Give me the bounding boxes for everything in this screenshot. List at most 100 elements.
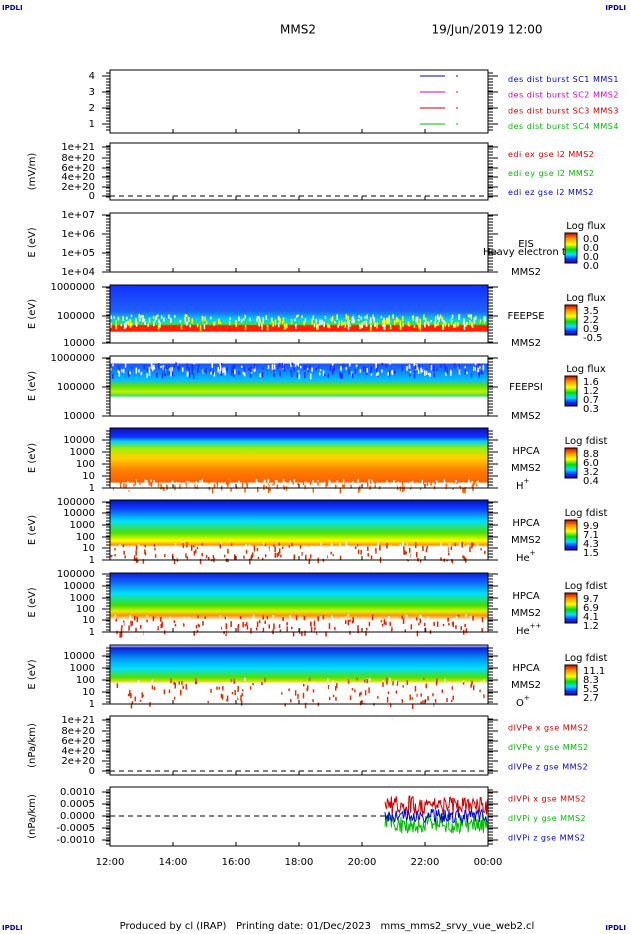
speckle — [436, 621, 439, 627]
speckle — [267, 547, 270, 554]
speckle — [306, 687, 308, 692]
speckle — [146, 615, 148, 620]
speckle — [170, 371, 172, 377]
speckle — [464, 366, 467, 369]
speckle — [352, 692, 355, 697]
speckle — [334, 484, 337, 489]
speckle — [343, 484, 345, 488]
speckle — [345, 314, 348, 320]
speckle — [130, 703, 133, 709]
speckle — [357, 628, 359, 634]
speckle — [226, 367, 228, 372]
speckle — [168, 314, 170, 319]
colorbar-tick-label: 1.2 — [583, 621, 599, 632]
y-tick-label: 0.0005 — [60, 799, 95, 810]
speckle — [214, 622, 217, 625]
colorbar-tick-label: 1.2 — [583, 386, 599, 397]
speckle — [273, 688, 275, 693]
speckle — [211, 362, 214, 368]
speckle — [289, 615, 291, 618]
speckle — [188, 371, 191, 378]
speckle — [123, 550, 125, 555]
speckle — [173, 682, 175, 685]
colorbar-title: Log flux — [566, 293, 606, 304]
speckle — [306, 696, 308, 702]
speckle — [294, 318, 296, 322]
speckle — [440, 557, 442, 561]
speckle — [401, 557, 404, 560]
speckle — [241, 482, 244, 488]
speckle — [162, 365, 165, 370]
speckle — [316, 549, 318, 555]
speckle — [351, 317, 354, 324]
speckle — [356, 677, 358, 681]
speckle — [142, 559, 145, 564]
speckle — [293, 479, 296, 483]
speckle — [173, 558, 176, 565]
speckle — [347, 324, 350, 330]
speckle — [169, 367, 171, 372]
speckle — [295, 324, 297, 329]
speckle — [447, 323, 450, 327]
speckle — [468, 620, 471, 627]
speckle — [313, 681, 316, 687]
speckle — [408, 324, 411, 327]
speckle — [402, 618, 405, 624]
speckle — [173, 696, 176, 700]
speckle — [377, 696, 379, 699]
speckle — [133, 620, 135, 627]
speckle — [430, 481, 432, 486]
colorbar-title: Log flux — [566, 221, 606, 232]
speckle — [157, 314, 159, 317]
instrument-label: FEEPSE — [507, 311, 544, 322]
speckle — [207, 700, 209, 704]
speckle — [160, 483, 162, 490]
speckle — [260, 485, 262, 489]
speckle — [442, 323, 444, 330]
speckle — [447, 698, 450, 705]
y-tick-label: 100 — [76, 532, 95, 543]
speckle — [427, 616, 429, 620]
colorbar-tick-label: 0.0 — [583, 243, 599, 254]
speckle — [429, 624, 432, 629]
speckle — [185, 683, 187, 690]
speckle — [257, 482, 259, 489]
speckle — [406, 366, 408, 371]
speckle — [359, 324, 362, 329]
speckle — [417, 316, 419, 321]
speckle — [334, 683, 336, 686]
speckle — [291, 626, 293, 630]
speckle — [433, 621, 435, 627]
speckle — [417, 694, 419, 700]
speckle — [419, 617, 421, 624]
speckle — [403, 698, 406, 702]
speckle — [148, 482, 151, 486]
speckle — [349, 619, 351, 622]
speckle — [369, 678, 371, 681]
speckle — [232, 364, 235, 369]
speckle — [251, 616, 253, 620]
speckle — [169, 371, 171, 376]
speckle — [460, 626, 462, 632]
speckle — [452, 487, 454, 490]
speckle — [119, 479, 121, 484]
speckle — [296, 555, 299, 558]
y-axis-label: (nPa/km) — [27, 723, 38, 768]
speckle — [422, 702, 424, 708]
speckle — [244, 559, 247, 563]
speckle — [392, 681, 394, 686]
speckle — [151, 365, 154, 372]
speckle — [265, 315, 267, 318]
speckle — [476, 481, 479, 486]
colorbar-tick-label: 6.9 — [583, 603, 599, 614]
speckle — [208, 487, 211, 491]
speckle — [371, 483, 374, 486]
speckle — [292, 480, 294, 485]
speckle — [249, 367, 251, 371]
speckle — [361, 686, 364, 690]
speckle — [262, 321, 264, 324]
speckle — [129, 371, 131, 375]
speckle — [357, 484, 360, 490]
speckle — [169, 552, 172, 555]
speckle — [141, 315, 144, 319]
